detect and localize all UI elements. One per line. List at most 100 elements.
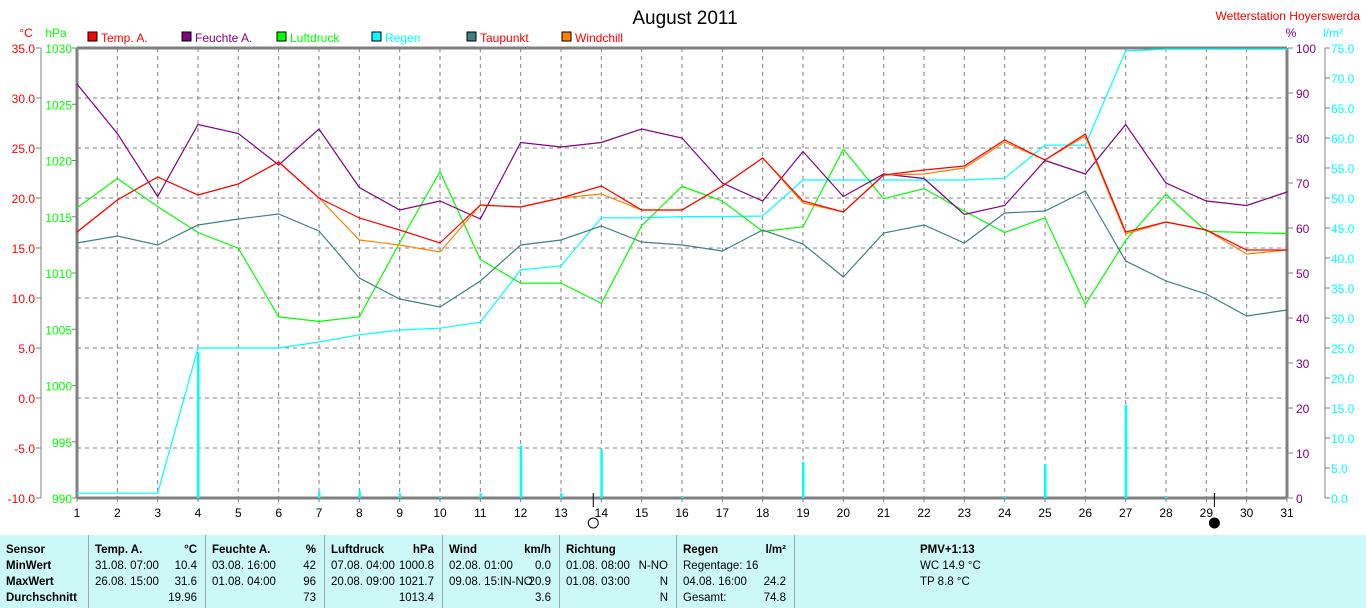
rain-axis-tick-label: 20.0 (1331, 372, 1355, 386)
humidity-axis-tick-label: 50 (1296, 267, 1310, 281)
stats-humidity-column: Feuchte A.% 03.08. 16:00 42 01.08. 04:00 9… (206, 535, 325, 608)
data-point (923, 173, 925, 175)
data-point (963, 165, 965, 167)
data-point (439, 200, 441, 202)
data-point (762, 215, 764, 217)
data-point (399, 209, 401, 211)
data-point (399, 298, 401, 300)
data-point (1125, 50, 1127, 52)
data-point (923, 177, 925, 180)
data-point (883, 173, 885, 175)
temp-axis-tick-label: 0.0 (18, 392, 35, 406)
data-point (1246, 48, 1248, 50)
row-label-avg: Durchschnitt (6, 592, 77, 604)
legend-label: Temp. A. (101, 31, 148, 45)
data-point (600, 193, 602, 195)
rain-axis-tick-label: 5.0 (1331, 462, 1348, 476)
data-point (237, 347, 239, 349)
humidity-max-time: 01.08. 04:00 (212, 576, 276, 588)
data-point (963, 242, 965, 244)
x-axis-tick-label: 28 (1159, 506, 1173, 520)
humidity-max: 96 (303, 576, 316, 588)
data-point (641, 241, 643, 243)
rain-axis-unit: l/m² (1323, 26, 1343, 40)
humidity-axis-tick-label: 30 (1296, 357, 1310, 371)
data-point (681, 244, 683, 246)
data-point (1084, 144, 1086, 146)
data-point (1286, 249, 1288, 251)
data-point (399, 329, 401, 331)
temp-axis-tick-label: 5.0 (18, 342, 35, 356)
data-point (157, 206, 159, 208)
x-axis-tick-label: 12 (514, 506, 528, 520)
data-point (923, 224, 925, 226)
legend-swatch (371, 31, 382, 42)
pressure-axis-tick-label: 990 (52, 492, 72, 506)
pressure-axis-tick-label: 1020 (45, 155, 72, 169)
data-point (883, 179, 885, 181)
daily-rain-bar (1044, 464, 1047, 498)
wind-min-time: 02.08. 01:00 (449, 560, 513, 572)
data-point (681, 209, 683, 211)
temp-axis-tick-label: 30.0 (12, 92, 36, 106)
stats-sensor-column: Sensor MinWert MaxWert Durchschnitt (0, 535, 89, 608)
x-axis-tick-label: 8 (356, 506, 363, 520)
x-axis-tick-label: 18 (756, 506, 770, 520)
data-point (1044, 210, 1046, 212)
data-point (1044, 217, 1046, 219)
humidity-axis-tick-label: 80 (1296, 132, 1310, 146)
data-point (1165, 280, 1167, 282)
data-point (1084, 190, 1086, 192)
temp-max-time: 26.08. 15:00 (95, 576, 159, 588)
legend-label: Feuchte A. (195, 31, 252, 45)
data-point (278, 316, 280, 318)
rain-axis-tick-label: 75.0 (1331, 42, 1355, 56)
data-point (1125, 123, 1127, 126)
data-point (1165, 48, 1167, 50)
x-axis-tick-label: 9 (396, 506, 403, 520)
data-point (1246, 315, 1248, 317)
data-point (76, 242, 78, 244)
x-axis-tick-label: 19 (796, 506, 810, 520)
daily-rain-bars (197, 352, 1168, 498)
temp-axis-tick-label: -5.0 (14, 442, 35, 456)
data-point (197, 194, 199, 196)
data-point (157, 195, 159, 198)
rain-axis-tick-label: 45.0 (1331, 222, 1355, 236)
pressure-avg: 1013.4 (398, 592, 434, 604)
daily-rain-bar (519, 445, 523, 498)
x-axis-tick-label: 10 (433, 506, 447, 520)
data-point (1044, 159, 1046, 161)
data-point (842, 211, 844, 213)
x-axis-tick-label: 5 (235, 506, 242, 520)
temp-axis-tick-label: 15.0 (12, 242, 36, 256)
data-point (1004, 231, 1006, 234)
moon-phases (587, 493, 1220, 529)
humidity-axis-tick-label: 100 (1296, 42, 1316, 56)
x-axis-tick-label: 17 (716, 506, 730, 520)
rain-header: Regen (683, 544, 719, 556)
data-point (963, 179, 965, 181)
wind-unit: km/h (524, 544, 551, 556)
data-point (923, 169, 925, 171)
data-point (358, 316, 360, 318)
data-point (399, 244, 401, 246)
weather-chart: August 2011 Wetterstation Hoyerswerda °C… (8, 8, 1360, 529)
full-moon-icon (587, 517, 599, 529)
data-point (762, 229, 764, 231)
pressure-axis-tick-label: 1015 (45, 211, 72, 225)
data-point (762, 230, 764, 232)
x-axis-tick-label: 6 (275, 506, 282, 520)
legend-swatch (276, 31, 287, 42)
x-axis-tick-label: 15 (635, 506, 649, 520)
data-point (923, 188, 925, 190)
pressure-axis-tick-label: 1010 (45, 267, 72, 281)
data-point (1084, 173, 1086, 175)
data-point (358, 277, 360, 279)
humidity-min-time: 03.08. 16:00 (212, 560, 276, 572)
data-point (116, 235, 118, 237)
temp-axis-unit: °C (19, 26, 33, 40)
data-point (1084, 303, 1086, 306)
data-point (237, 218, 239, 220)
daily-rain-bar (479, 493, 482, 498)
